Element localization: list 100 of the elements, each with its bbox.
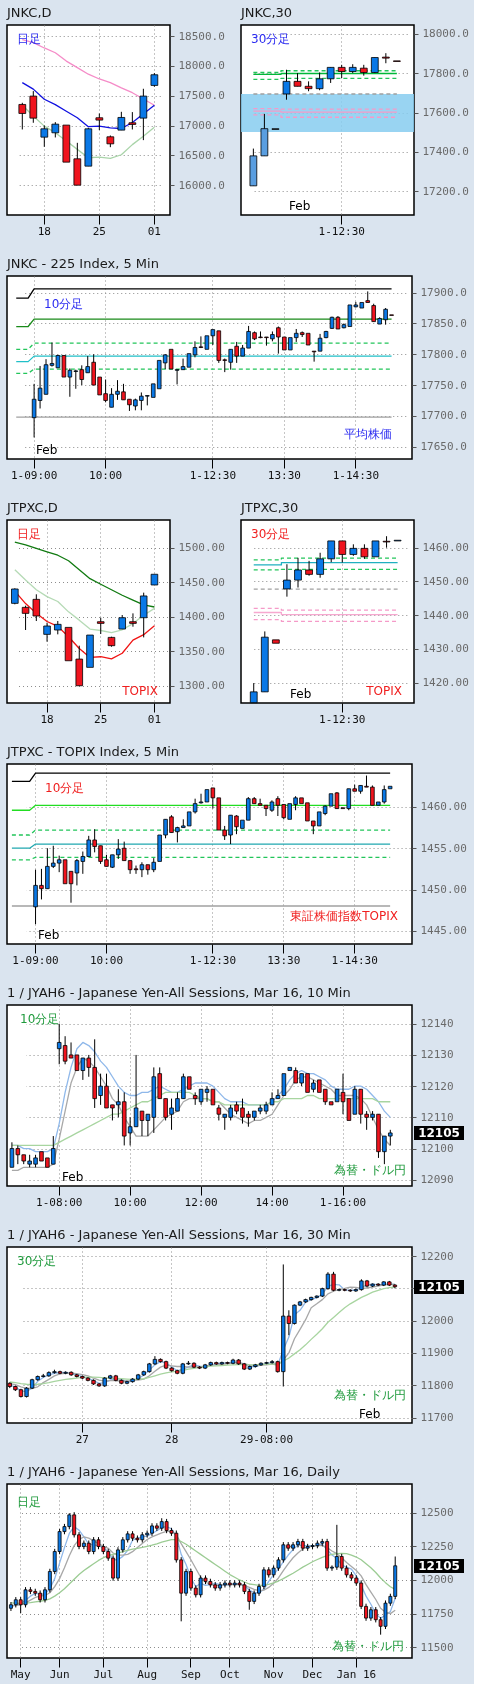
candlestick [393, 539, 402, 542]
annotation: 為替・ドル円 [334, 1388, 406, 1402]
annotation: 日足 [17, 1495, 41, 1509]
candlestick [387, 785, 393, 790]
y-tick-label: 12110 [420, 1110, 454, 1124]
candlestick [139, 592, 148, 638]
y-tick-label: 11900 [420, 1346, 454, 1360]
x-tick-label: May [10, 1667, 31, 1681]
y-tick-label: 1430.00 [422, 642, 469, 656]
annotation: 10分足 [45, 781, 85, 795]
x-tick-label: 01 [147, 224, 161, 238]
chart-title: 1 / JYAH6 - Japanese Yen-All Sessions, Mar 16, 30 Min [7, 1227, 351, 1242]
annotation: Feb [62, 1170, 84, 1184]
candlestick [32, 593, 41, 622]
candlestick [40, 124, 49, 148]
y-tick-label: 11750 [420, 1607, 454, 1621]
y-tick-label: 17800.0 [422, 66, 469, 80]
y-tick-label: 12000 [420, 1314, 454, 1328]
annotation: 10分足 [20, 1012, 60, 1026]
x-tick-label: 27 [75, 1432, 89, 1446]
candlestick [305, 560, 313, 577]
x-tick-label: 25 [94, 712, 108, 726]
candlestick [29, 90, 38, 124]
x-tick-label: 12:00 [184, 1195, 218, 1209]
y-tick-label: 17650.0 [420, 440, 467, 454]
y-tick-label: 1460.00 [422, 541, 469, 555]
chart-title: JNKC,30 [240, 5, 293, 20]
x-tick-label: 1-14:30 [332, 468, 379, 482]
y-tick-label: 12200 [420, 1249, 454, 1263]
y-tick-label: 12090 [420, 1173, 454, 1187]
chart-title: JNKC - 225 Index, 5 Min [6, 256, 159, 271]
candlestick [316, 552, 324, 579]
y-tick-label: 17400.0 [422, 145, 469, 159]
x-tick-label: Oct [219, 1667, 240, 1681]
x-tick-label: 1-12:30 [319, 712, 366, 726]
annotation: Feb [290, 687, 312, 701]
candlestick [129, 612, 137, 628]
x-tick-label: 1-14:30 [331, 953, 378, 967]
x-tick-label: 1-08:00 [36, 1195, 83, 1209]
annotation: TOPIX [121, 684, 158, 698]
x-tick-label: 18 [37, 224, 51, 238]
y-tick-label: 1455.00 [420, 841, 467, 855]
x-tick-label: 1-16:00 [319, 1195, 367, 1209]
y-tick-label: 17900.0 [420, 286, 467, 300]
y-tick-label: 12250 [420, 1539, 454, 1553]
candlestick [117, 111, 126, 131]
annotation: 30分足 [17, 1254, 57, 1268]
x-tick-label: Jan 16 [336, 1667, 377, 1681]
y-tick-label: 11500 [420, 1640, 454, 1654]
y-tick-label: 18000.0 [178, 59, 225, 73]
candlestick [62, 124, 71, 163]
annotation: Feb [38, 928, 60, 942]
y-tick-label: 17800.0 [420, 347, 467, 361]
y-tick-label: 12120 [420, 1079, 454, 1093]
annotation: 平均株価 [344, 427, 392, 441]
text: 12105 [418, 1126, 460, 1140]
annotation: 東証株価指数TOPIX [290, 909, 398, 923]
y-tick-label: 17000.0 [178, 119, 225, 133]
annotation: 10分足 [44, 297, 84, 311]
x-tick-label: Aug [137, 1667, 158, 1681]
x-tick-label: 29-08:00 [240, 1432, 294, 1446]
chart-title: 1 / JYAH6 - Japanese Yen-All Sessions, Mar 16, 10 Min [7, 985, 351, 1000]
annotation: 日足 [17, 527, 41, 541]
chart-title: JTPXC,D [6, 500, 58, 515]
y-tick-label: 17600.0 [422, 106, 469, 120]
y-tick-label: 1445.00 [420, 924, 467, 938]
x-tick-label: 18 [40, 712, 54, 726]
annotation: Feb [359, 1407, 381, 1421]
candlestick [282, 69, 291, 101]
y-tick-label: 1460.00 [420, 800, 467, 814]
y-tick-label: 18000.0 [422, 27, 469, 41]
x-tick-label: Dec [302, 1667, 323, 1681]
y-tick-label: 17700.0 [420, 409, 467, 423]
x-tick-label: 14:00 [255, 1195, 289, 1209]
y-tick-label: 17200.0 [422, 184, 469, 198]
text: 12105 [418, 1280, 460, 1294]
x-tick-label: 13:30 [267, 468, 301, 482]
candlestick [86, 634, 94, 668]
y-tick-label: 1450.00 [422, 574, 469, 588]
annotation: Feb [36, 443, 58, 457]
y-tick-label: 1450.00 [420, 883, 467, 896]
candlestick [327, 540, 336, 563]
y-tick-label: 18500.0 [178, 29, 225, 43]
y-tick-label: 1440.00 [422, 608, 469, 622]
x-tick-label: 1-09:00 [12, 953, 59, 967]
x-tick-label: 10:00 [89, 468, 123, 482]
candlestick [43, 622, 51, 643]
y-tick-label: 12000 [420, 1573, 454, 1587]
x-tick-label: 28 [165, 1432, 179, 1446]
chart-title: JTPXC - TOPIX Index, 5 Min [6, 744, 180, 759]
x-tick-label: 13:30 [267, 953, 301, 967]
y-tick-label: 1420.00 [422, 676, 469, 690]
candlestick [272, 639, 280, 644]
x-tick-label: 10:00 [113, 1195, 147, 1209]
chart-title: JNKC,D [6, 5, 52, 20]
candlestick [371, 540, 380, 558]
y-tick-label: 1500.00 [178, 541, 225, 555]
text: 12105 [418, 1559, 460, 1573]
candlestick [150, 573, 159, 586]
x-tick-label: 25 [92, 224, 106, 238]
